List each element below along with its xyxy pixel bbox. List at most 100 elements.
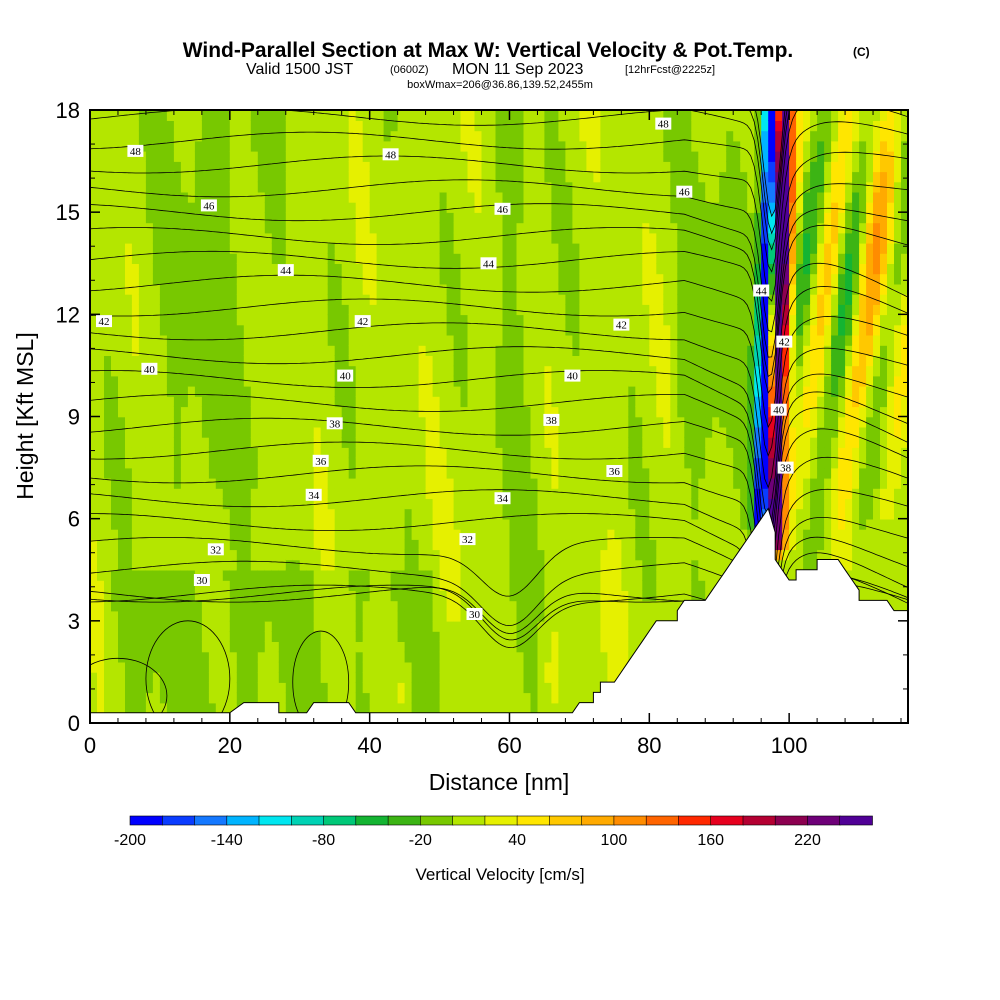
velocity-cell <box>418 406 427 418</box>
velocity-cell <box>125 242 133 254</box>
velocity-cell <box>369 212 378 224</box>
velocity-cell <box>320 569 329 581</box>
velocity-cell <box>271 671 280 683</box>
velocity-cell <box>285 253 294 264</box>
velocity-cell <box>565 671 574 683</box>
velocity-cell <box>516 467 525 479</box>
velocity-cell <box>544 396 553 408</box>
velocity-cell <box>621 150 630 162</box>
velocity-cell <box>306 365 315 377</box>
velocity-cell <box>495 355 504 367</box>
velocity-cell <box>418 477 427 489</box>
velocity-cell <box>600 671 609 683</box>
velocity-cell <box>551 345 560 356</box>
velocity-cell <box>243 692 252 704</box>
velocity-cell <box>243 222 252 234</box>
velocity-cell <box>565 661 574 673</box>
velocity-cell <box>565 181 574 193</box>
velocity-cell <box>544 549 553 561</box>
velocity-cell <box>348 559 357 571</box>
velocity-cell <box>111 232 119 244</box>
velocity-cell <box>97 671 105 683</box>
velocity-cell <box>159 334 168 346</box>
velocity-cell <box>572 620 581 632</box>
velocity-cell <box>432 661 441 673</box>
velocity-cell <box>125 283 133 295</box>
velocity-cell <box>208 590 217 602</box>
velocity-cell <box>222 110 231 121</box>
velocity-cell <box>348 150 357 162</box>
velocity-cell <box>481 620 490 632</box>
velocity-cell <box>159 447 168 459</box>
velocity-cell <box>104 334 112 346</box>
velocity-cell <box>656 201 665 213</box>
velocity-cell <box>495 508 504 520</box>
velocity-cell <box>425 610 434 622</box>
velocity-cell <box>607 283 616 295</box>
velocity-cell <box>586 283 595 295</box>
velocity-cell <box>125 426 133 438</box>
velocity-cell <box>215 273 224 285</box>
velocity-cell <box>97 610 105 622</box>
velocity-cell <box>369 702 378 714</box>
velocity-cell <box>299 345 308 356</box>
velocity-cell <box>257 130 266 142</box>
velocity-cell <box>453 355 462 367</box>
velocity-cell <box>194 528 203 540</box>
velocity-cell <box>159 161 168 173</box>
velocity-cell <box>355 181 364 193</box>
velocity-cell <box>425 651 434 663</box>
velocity-cell <box>111 201 119 213</box>
velocity-cell <box>579 263 588 275</box>
velocity-cell <box>642 171 651 183</box>
velocity-cell <box>649 150 658 162</box>
velocity-cell <box>432 355 441 367</box>
velocity-cell <box>572 661 581 673</box>
velocity-cell <box>649 130 658 142</box>
velocity-cell <box>131 130 140 142</box>
velocity-cell <box>544 671 553 683</box>
velocity-cell <box>187 477 196 489</box>
velocity-cell <box>383 477 392 489</box>
velocity-cell <box>243 467 252 479</box>
velocity-cell <box>572 140 581 152</box>
velocity-cell <box>467 161 476 173</box>
velocity-cell <box>600 201 609 213</box>
velocity-cell <box>425 263 434 275</box>
velocity-cell <box>467 457 476 469</box>
velocity-cell <box>600 580 609 591</box>
velocity-cell <box>285 610 294 622</box>
velocity-cell <box>215 385 224 397</box>
velocity-cell <box>607 263 616 275</box>
velocity-cell <box>257 620 266 632</box>
velocity-cell <box>453 508 462 520</box>
velocity-cell <box>544 528 553 540</box>
velocity-cell <box>257 324 266 336</box>
velocity-cell <box>383 600 392 612</box>
velocity-cell <box>635 426 644 438</box>
velocity-cell <box>97 324 105 336</box>
velocity-cell <box>502 140 511 152</box>
velocity-cell <box>593 324 602 336</box>
velocity-cell <box>278 610 287 622</box>
velocity-cell <box>97 457 105 469</box>
velocity-cell <box>201 671 210 683</box>
velocity-cell <box>628 263 637 275</box>
velocity-cell <box>125 682 133 694</box>
velocity-cell <box>649 201 658 213</box>
velocity-cell <box>104 620 112 632</box>
velocity-cell <box>104 702 112 714</box>
velocity-cell <box>656 549 665 561</box>
velocity-cell <box>446 140 455 152</box>
velocity-cell <box>530 130 539 142</box>
velocity-cell <box>446 273 455 285</box>
velocity-cell <box>97 549 105 561</box>
velocity-cell <box>530 406 539 418</box>
velocity-cell <box>614 161 623 173</box>
velocity-cell <box>152 682 161 694</box>
velocity-cell <box>299 253 308 264</box>
velocity-cell <box>285 334 294 346</box>
velocity-cell <box>264 314 273 326</box>
velocity-cell <box>264 161 273 173</box>
velocity-cell <box>530 304 539 316</box>
